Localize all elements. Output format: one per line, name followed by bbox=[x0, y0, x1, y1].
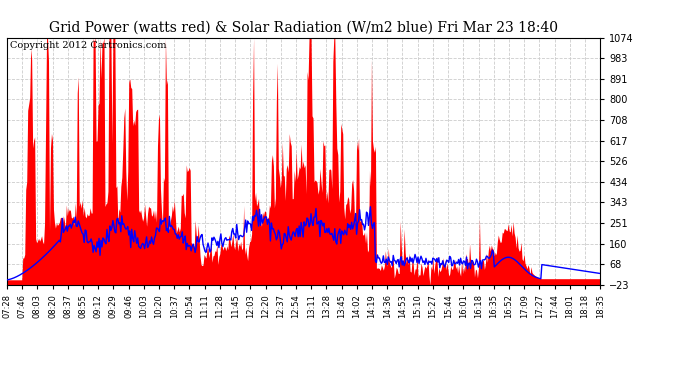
Text: Copyright 2012 Cartronics.com: Copyright 2012 Cartronics.com bbox=[10, 41, 166, 50]
Title: Grid Power (watts red) & Solar Radiation (W/m2 blue) Fri Mar 23 18:40: Grid Power (watts red) & Solar Radiation… bbox=[49, 21, 558, 35]
